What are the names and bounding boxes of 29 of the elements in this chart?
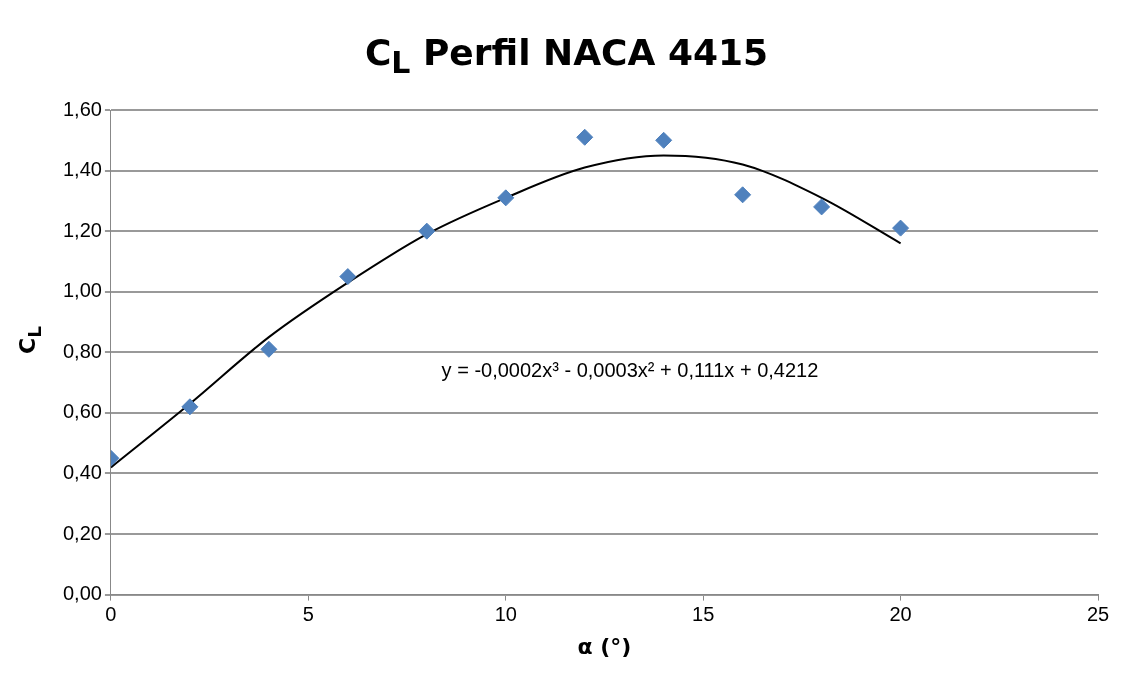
y-tick-label: 0,80 xyxy=(62,339,102,362)
y-tick-label: 1,00 xyxy=(62,279,102,302)
x-tick-label: 5 xyxy=(302,603,314,626)
point xyxy=(418,222,436,240)
x-tick-label: 15 xyxy=(692,603,715,626)
chart-title: C$_{L}$ Perfil NACA 4415 xyxy=(363,32,770,81)
y-tick-label: 0,40 xyxy=(62,460,102,483)
point xyxy=(576,128,594,146)
y-tick-label: 1,20 xyxy=(62,218,102,241)
x-tick-label: 10 xyxy=(494,603,517,626)
x-tick-label: 20 xyxy=(889,603,912,626)
point xyxy=(655,131,673,149)
annotation: y = -0,0002x³ - 0,0003x² + 0,111x + 0,4212 xyxy=(441,359,819,382)
x-axis-title: α (°) xyxy=(577,633,632,659)
line-series xyxy=(110,154,902,469)
y-tick-label: 1,40 xyxy=(62,158,102,181)
point xyxy=(734,186,752,204)
x-tick-label: 25 xyxy=(1086,603,1110,626)
point xyxy=(892,219,910,237)
point xyxy=(813,198,831,216)
y-tick-label: 0,60 xyxy=(62,400,102,423)
x-tick-label: 0 xyxy=(105,603,117,626)
point xyxy=(339,268,357,286)
y-tick-label: 0,20 xyxy=(62,521,102,544)
point xyxy=(260,340,278,358)
y-tick-label: 0,00 xyxy=(62,582,102,605)
y-tick-label: 1,60 xyxy=(62,97,102,120)
point xyxy=(497,189,515,207)
point xyxy=(181,398,199,416)
